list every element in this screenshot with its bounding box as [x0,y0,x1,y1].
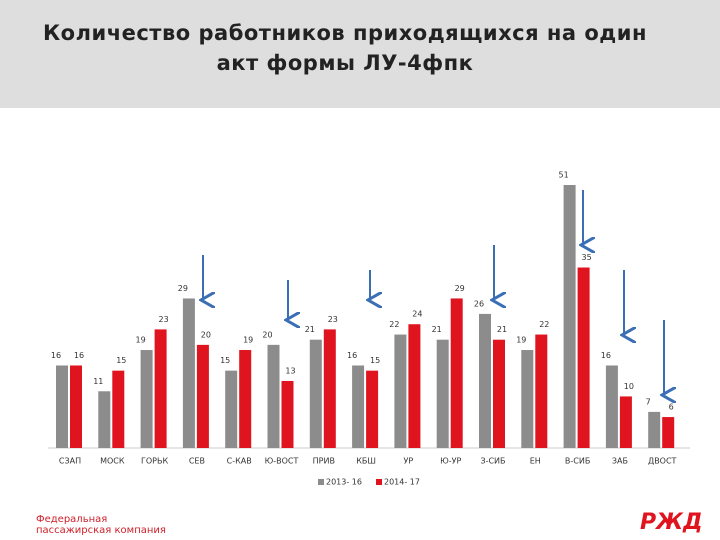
value-label: 15 [370,356,380,365]
bar [619,396,632,448]
value-label: 35 [582,253,592,262]
value-label: 23 [159,315,169,324]
bar [98,391,111,448]
value-label: 20 [201,330,211,339]
x-tick-label: ГОРЬК [141,457,168,466]
x-tick-label: КБШ [356,457,376,466]
value-label: 16 [74,351,84,360]
value-label: 21 [497,325,507,334]
value-label: 15 [220,356,230,365]
x-tick-label: ЕН [530,457,541,466]
footer: Федеральная пассажирская компания [36,514,166,536]
value-label: 16 [51,351,61,360]
bar [267,344,280,448]
bar [182,298,195,448]
x-tick-label: Ю-ВОСТ [265,457,299,466]
value-label: 22 [389,320,399,329]
value-label: 10 [624,382,634,391]
x-tick-label: ЗАБ [612,457,628,466]
bar [323,329,336,448]
value-label: 29 [178,284,188,293]
bar [563,185,576,448]
chart-title: Количество работников приходящихся на од… [43,21,647,75]
bar [352,365,365,448]
value-label: 16 [601,351,611,360]
bar [140,350,153,448]
bar [605,365,618,448]
value-label: 23 [328,315,338,324]
x-tick-label: ПРИВ [313,457,335,466]
bar [112,370,125,448]
value-label: 24 [412,310,422,319]
value-label: 19 [516,336,526,345]
legend-label: 2013- 16 [326,478,362,487]
x-tick-label: МОСК [100,457,125,466]
legend-swatch [318,479,324,485]
bar [408,324,421,448]
value-label: 11 [93,377,103,386]
bar [648,411,661,448]
footer-line: пассажирская компания [36,525,166,536]
footer-line: Федеральная [36,514,108,525]
value-label: 26 [474,299,484,308]
bar [70,365,82,448]
value-label: 19 [243,336,253,345]
bar [493,339,505,448]
arrows [203,190,664,395]
bar [450,298,463,448]
logo: РЖД [640,510,703,535]
bar [577,267,590,448]
bar [281,380,294,448]
legend-label: 2014- 17 [384,478,420,487]
value-label: 6 [669,403,674,412]
x-tick-label: СЕВ [189,457,205,466]
value-label: 51 [559,171,569,180]
value-label: 21 [432,325,442,334]
x-tick-label: СЗАП [59,457,81,466]
x-tick-label: ДВОСТ [648,457,677,466]
bar [239,350,252,448]
value-label: 29 [455,284,465,293]
x-tick-label: УР [404,457,414,466]
bar [662,417,675,448]
bar [225,370,238,448]
bar [366,370,379,448]
bar [394,334,407,448]
bar [309,339,322,448]
value-label: 15 [116,356,126,365]
value-label: 7 [646,397,651,406]
x-tick-label: В-СИБ [565,457,590,466]
bar [535,334,548,448]
value-label: 20 [262,330,272,339]
value-label: 16 [347,351,357,360]
bar [521,350,534,448]
bar [196,344,209,448]
x-tick-label: З-СИБ [480,457,505,466]
x-tick-label: Ю-УР [440,457,461,466]
bar [154,329,167,448]
legend-swatch [376,479,382,485]
bar [479,313,491,448]
value-label: 19 [136,336,146,345]
bar [436,339,449,448]
value-label: 13 [285,366,295,375]
header [0,0,720,108]
value-label: 21 [305,325,315,334]
value-label: 22 [539,320,549,329]
bar [56,365,68,448]
x-tick-label: С-КАВ [227,457,252,466]
